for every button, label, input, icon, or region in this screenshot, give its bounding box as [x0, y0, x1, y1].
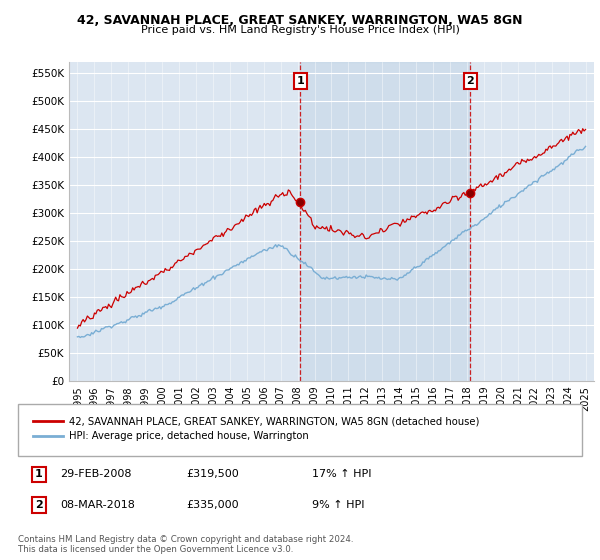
Text: £335,000: £335,000: [186, 500, 239, 510]
Text: 9% ↑ HPI: 9% ↑ HPI: [312, 500, 365, 510]
Text: 2: 2: [466, 76, 474, 86]
Text: 1: 1: [35, 469, 43, 479]
Text: HPI: Average price, detached house, Warrington: HPI: Average price, detached house, Warr…: [69, 431, 309, 441]
Text: Price paid vs. HM Land Registry's House Price Index (HPI): Price paid vs. HM Land Registry's House …: [140, 25, 460, 35]
Text: 08-MAR-2018: 08-MAR-2018: [60, 500, 135, 510]
Text: 2: 2: [35, 500, 43, 510]
Text: 42, SAVANNAH PLACE, GREAT SANKEY, WARRINGTON, WA5 8GN: 42, SAVANNAH PLACE, GREAT SANKEY, WARRIN…: [77, 14, 523, 27]
Text: £319,500: £319,500: [186, 469, 239, 479]
Text: Contains HM Land Registry data © Crown copyright and database right 2024.
This d: Contains HM Land Registry data © Crown c…: [18, 535, 353, 554]
Text: 29-FEB-2008: 29-FEB-2008: [60, 469, 131, 479]
Text: 42, SAVANNAH PLACE, GREAT SANKEY, WARRINGTON, WA5 8GN (detached house): 42, SAVANNAH PLACE, GREAT SANKEY, WARRIN…: [69, 416, 479, 426]
Bar: [301, 62, 470, 381]
Text: 17% ↑ HPI: 17% ↑ HPI: [312, 469, 371, 479]
Text: 1: 1: [296, 76, 304, 86]
